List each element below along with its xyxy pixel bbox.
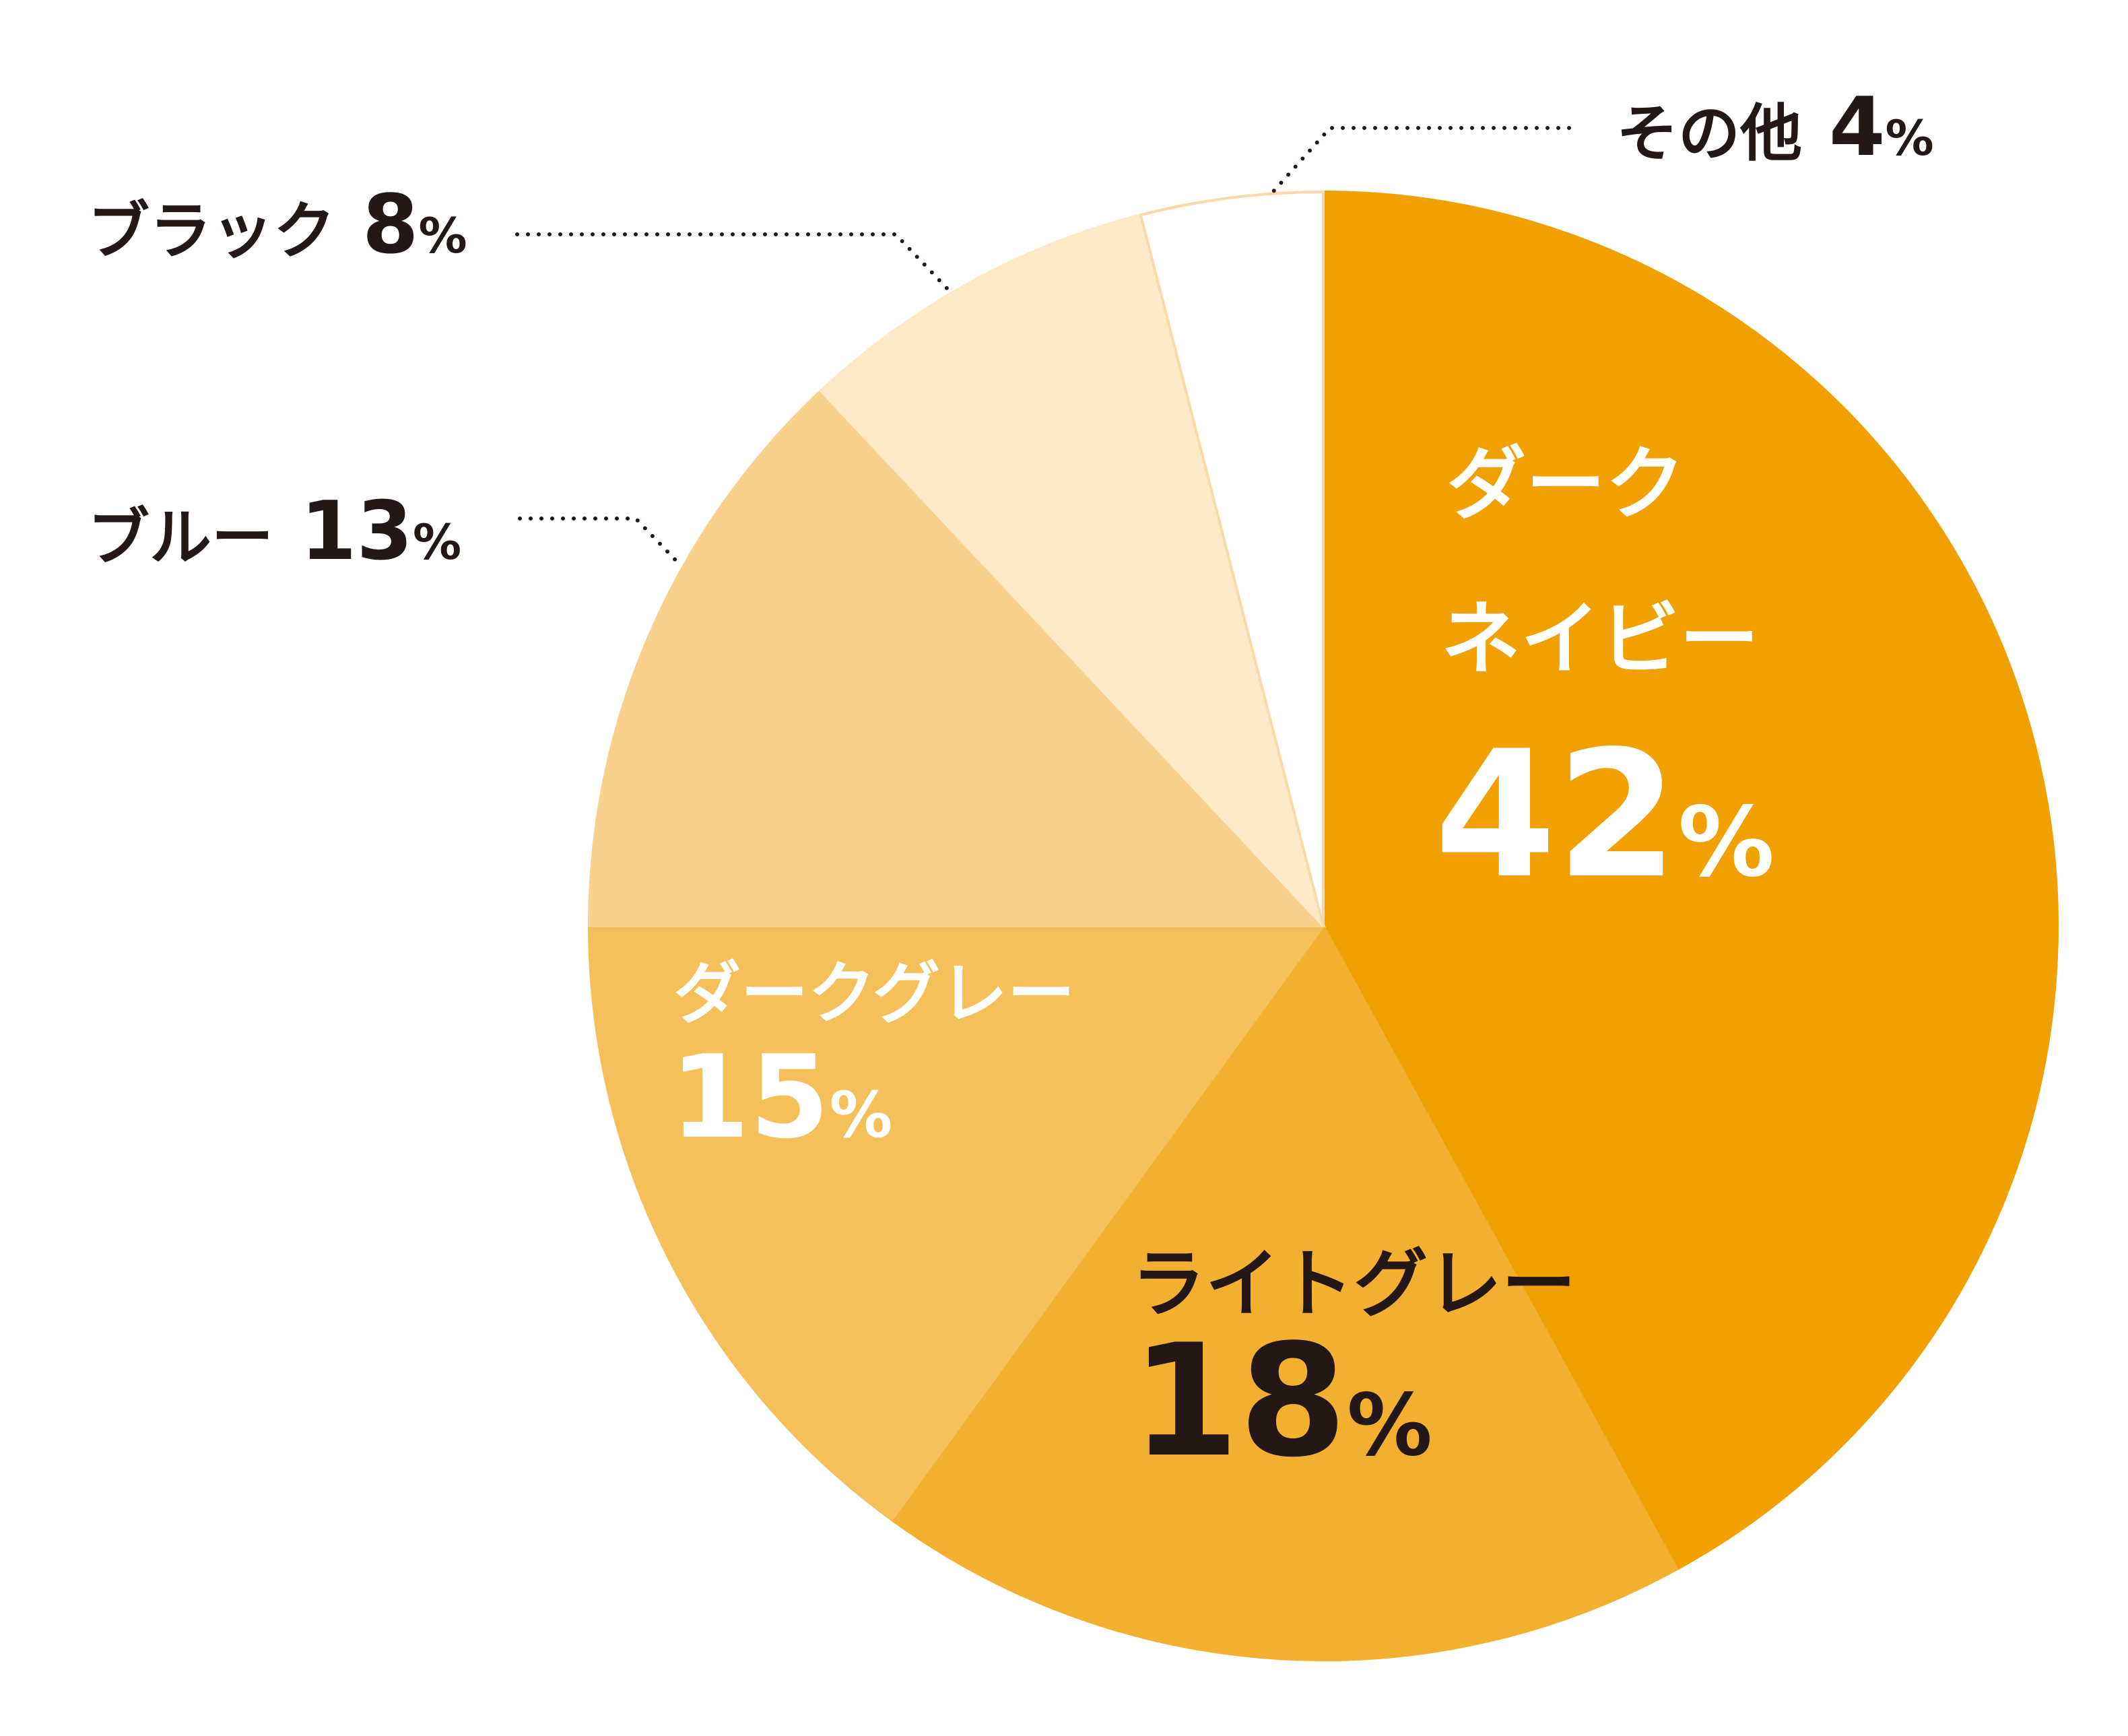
- category-name: ダークグレー: [673, 954, 1075, 1033]
- percent-value: 4: [1829, 81, 1886, 174]
- leader-line-black: [515, 232, 950, 292]
- pie-slice-1: [890, 923, 1679, 1661]
- leader-lines: [515, 126, 1571, 569]
- pie-slice-0: [1322, 190, 2059, 1571]
- slice-label-3: ブルー 13%: [88, 485, 461, 578]
- leader-line-blue: [518, 516, 684, 569]
- category-name: ライトグレー: [1131, 1241, 1576, 1327]
- percent-symbol: %: [830, 1079, 893, 1152]
- slice-label-0: ネイビー: [1441, 593, 1759, 686]
- category-name: その他: [1616, 98, 1802, 170]
- pie-slice-2: [587, 925, 1326, 1522]
- percent-symbol: %: [1886, 110, 1934, 166]
- percent-value: 15: [670, 1031, 830, 1164]
- category-name: ネイビー: [1441, 593, 1759, 686]
- slice-percent-1: 18%: [1131, 1312, 1432, 1492]
- pie-slice-5: [1139, 190, 1325, 927]
- leader-line-other: [1267, 126, 1571, 199]
- percent-symbol: %: [1347, 1376, 1432, 1475]
- pie-slice-4: [819, 213, 1325, 927]
- pie-slice-3: [587, 389, 1327, 927]
- slice-percent-2: 15%: [670, 1031, 892, 1164]
- category-name: ダーク: [1447, 438, 1685, 531]
- slice-label-1: ライトグレー: [1131, 1241, 1576, 1327]
- slice-label-5: その他 4%: [1616, 81, 1934, 174]
- percent-value: 18: [1131, 1312, 1347, 1492]
- percent-value: 13: [300, 485, 413, 578]
- percent-symbol: %: [1678, 786, 1774, 898]
- slice-percent-0: 42%: [1434, 714, 1774, 917]
- percent-value: 8: [362, 178, 419, 272]
- percent-symbol: %: [413, 514, 461, 570]
- category-name: ブラック: [88, 195, 335, 267]
- percent-symbol: %: [419, 207, 467, 264]
- category-name: ブルー: [88, 502, 273, 574]
- slice-label-0: ダーク: [1447, 438, 1685, 531]
- slice-label-2: ダークグレー: [673, 954, 1075, 1033]
- percent-value: 42: [1434, 714, 1678, 917]
- slice-label-4: ブラック 8%: [88, 178, 467, 272]
- pie-slices: [587, 190, 2059, 1661]
